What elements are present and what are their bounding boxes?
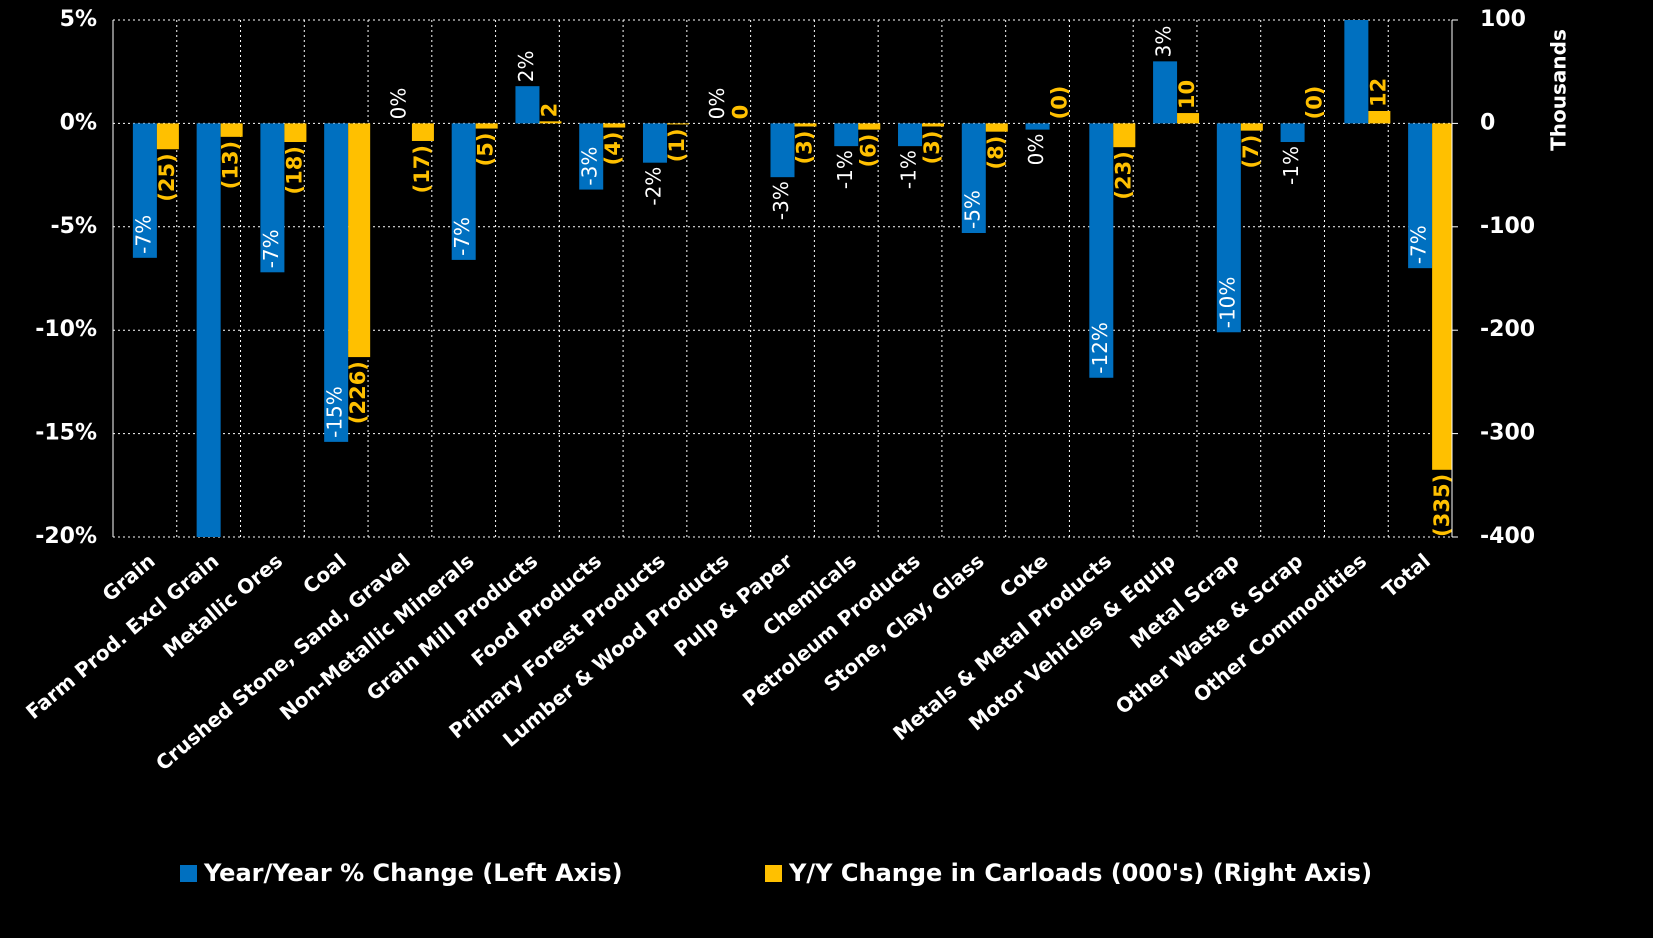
bar [1368,110,1391,124]
data-label: -10% [1215,277,1239,329]
data-label: 0 [729,105,753,120]
y2-tick-label: 0 [1480,110,1495,135]
bar [132,123,157,258]
data-label: (335) [1430,474,1454,537]
y2-axis-title: Thousands [1547,29,1571,151]
data-label: -12% [1088,322,1112,374]
legend-swatch [765,865,782,882]
data-label: (5) [474,133,498,167]
y2-tick-label: 100 [1480,7,1526,32]
bar [324,123,349,442]
data-label: 2% [514,50,538,82]
bar [579,123,604,190]
y-tick-label: 0% [60,110,97,135]
data-label: (18) [282,146,306,194]
data-label: (3) [793,131,817,165]
bar [834,123,859,147]
data-label: (23) [1111,151,1135,199]
data-label: (3) [920,131,944,165]
data-label: -1% [1279,146,1303,185]
y-tick-label: -10% [35,317,97,342]
bar [603,123,626,128]
bar [961,123,986,234]
bar [922,123,945,127]
bar [858,123,881,130]
data-label: -15% [323,386,347,438]
bar [1153,61,1178,124]
y-tick-label: -5% [51,214,97,239]
bar [284,123,307,143]
y2-tick-label: -400 [1480,524,1535,549]
bar [539,121,562,124]
bar [1240,123,1263,131]
y-tick-label: -15% [35,421,97,446]
data-label: (8) [984,136,1008,170]
data-label: (226) [346,361,370,424]
data-label: (7) [1239,135,1263,169]
bar [475,123,498,129]
data-label: (13) [219,141,243,189]
y2-tick-label: -300 [1480,421,1535,446]
data-label: 3% [1152,26,1176,58]
y-tick-label: 5% [60,7,97,32]
bar [770,123,795,178]
bar [260,123,285,273]
data-label: -5% [960,190,984,229]
bar [156,123,179,150]
bar [1216,123,1241,333]
data-label: -1% [897,150,921,189]
data-label: (1) [665,128,689,162]
bar [666,123,689,125]
data-label: 10 [1175,80,1199,109]
data-label: 0% [1024,134,1048,166]
bar [196,123,221,537]
data-label: (25) [155,153,179,201]
data-label: -7% [450,217,474,256]
legend-swatch [180,865,197,882]
data-label: -7% [259,229,283,268]
bar [1113,123,1136,148]
legend-label: Year/Year % Change (Left Axis) [203,859,623,887]
data-label: -3% [769,181,793,220]
data-label: 2 [537,103,561,118]
bar [1280,123,1305,143]
bar [1177,113,1200,124]
y-tick-label: -20% [35,524,97,549]
data-label: 0% [386,88,410,120]
bar [1089,123,1114,378]
data-label: (4) [601,132,625,166]
data-label: -3% [578,147,602,186]
data-label: -2% [641,167,665,206]
data-label: -7% [1407,225,1431,264]
bar [1408,123,1433,269]
data-label: (6) [856,134,880,168]
bar [985,123,1008,132]
data-label: 0% [705,88,729,120]
bar [451,123,476,260]
data-label: -1% [833,150,857,189]
data-label: (0) [1048,86,1072,120]
data-label: 12 [1366,78,1390,107]
legend-label: Y/Y Change in Carloads (000's) (Right Ax… [788,859,1372,887]
bar [794,123,817,127]
bar [515,86,540,124]
bar [1432,123,1452,470]
y2-tick-label: -200 [1480,317,1535,342]
bar [411,123,434,141]
bar [1025,123,1050,130]
bar [1344,20,1369,124]
bar [220,123,243,137]
bar [348,123,371,358]
data-label: -7% [131,215,155,254]
bar [642,123,667,163]
data-label: (0) [1303,86,1327,120]
data-label: (17) [410,145,434,193]
plot-area [132,20,1452,537]
bar [898,123,923,147]
y2-tick-label: -100 [1480,214,1535,239]
